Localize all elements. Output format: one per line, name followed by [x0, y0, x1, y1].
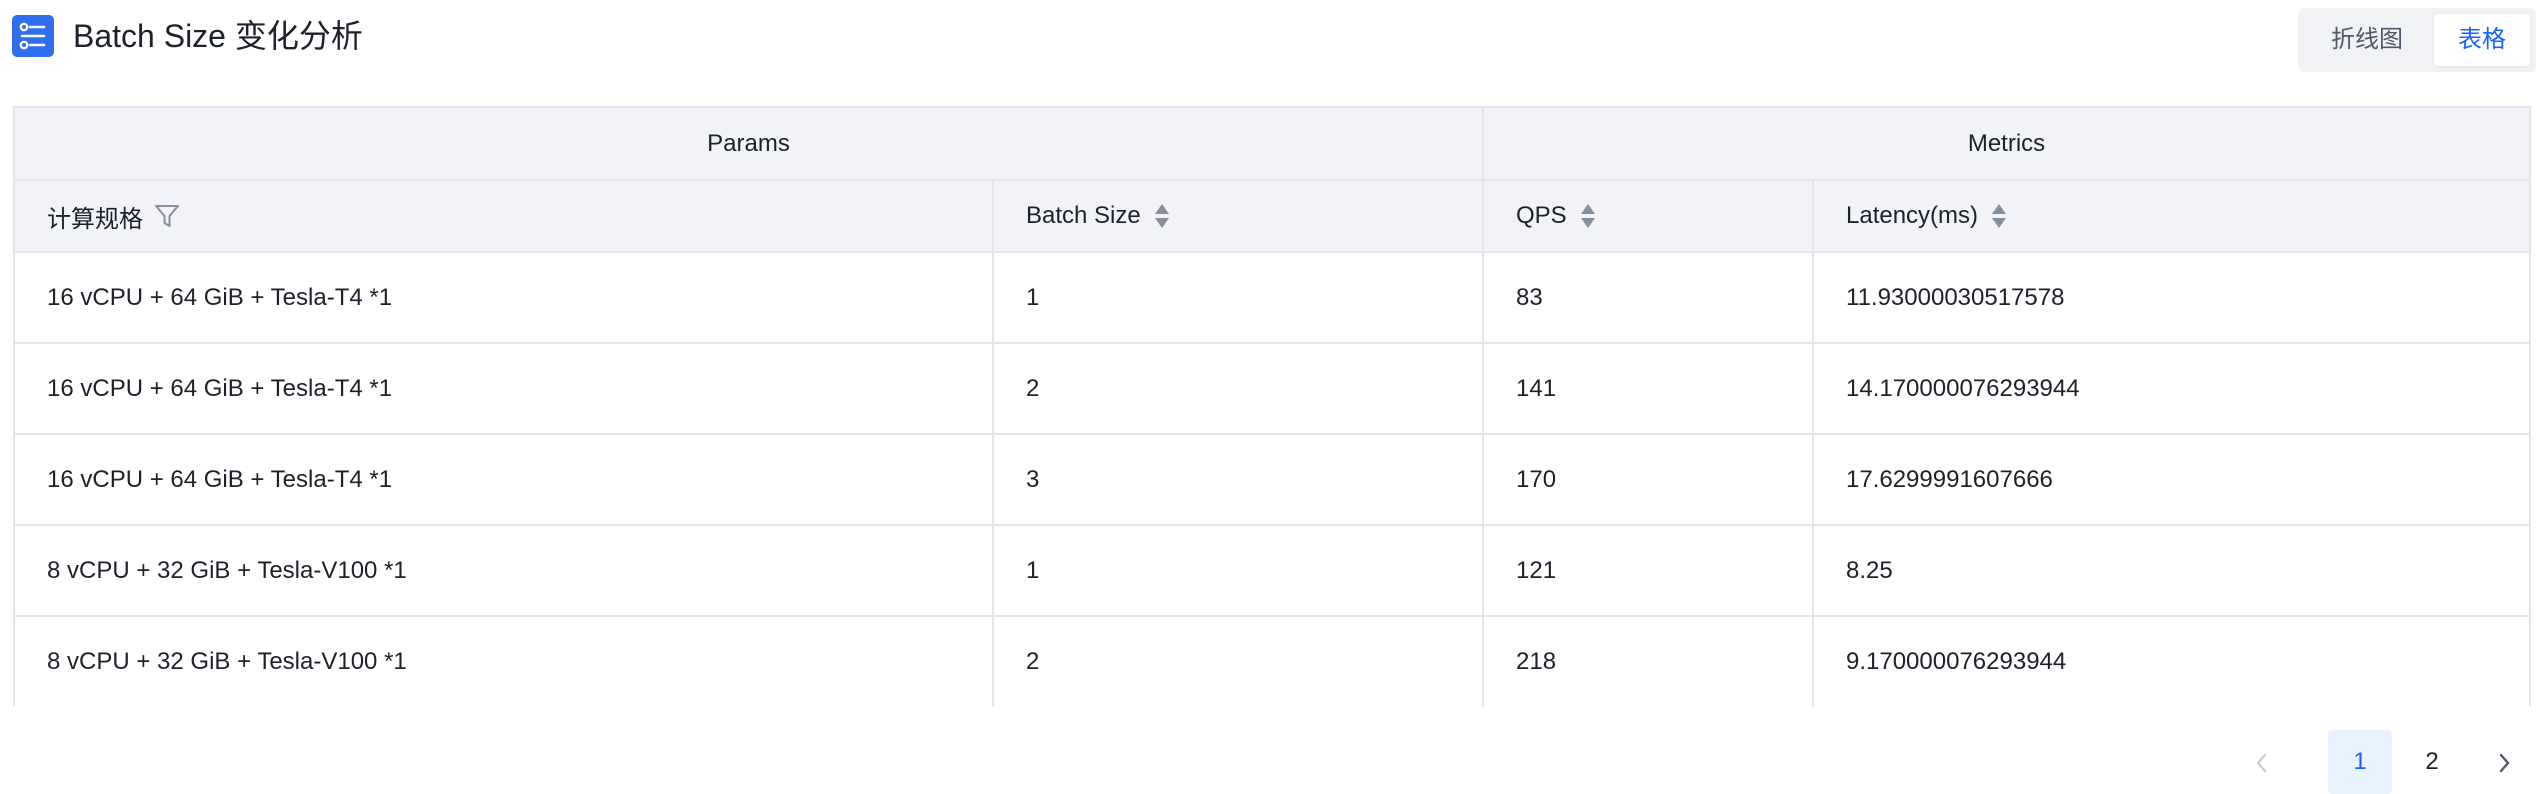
- cell-batch-size: 3: [992, 433, 1484, 526]
- cell-qps: 83: [1482, 251, 1814, 344]
- view-toggle: 折线图 表格: [2298, 8, 2536, 72]
- cell-latency: 8.25: [1812, 524, 2529, 617]
- pagination-next-button[interactable]: [2472, 730, 2536, 794]
- cell-latency: 14.170000076293944: [1812, 342, 2529, 435]
- cell-batch-size: 2: [992, 342, 1484, 435]
- pagination-prev-button[interactable]: [2230, 730, 2294, 794]
- table-row: 16 vCPU + 64 GiB + Tesla-T4 *1 3 170 17.…: [15, 433, 2529, 526]
- filter-icon[interactable]: [153, 202, 181, 230]
- column-header-label: Latency(ms): [1846, 202, 1979, 229]
- pagination: 1 2: [2230, 730, 2530, 794]
- chevron-left-icon: [2252, 748, 2272, 775]
- cell-spec: 8 vCPU + 32 GiB + Tesla-V100 *1: [15, 615, 994, 707]
- cell-spec: 16 vCPU + 64 GiB + Tesla-T4 *1: [15, 251, 994, 344]
- table-row: 16 vCPU + 64 GiB + Tesla-T4 *1 2 141 14.…: [15, 342, 2529, 435]
- cell-spec: 16 vCPU + 64 GiB + Tesla-T4 *1: [15, 433, 994, 526]
- pagination-page-2[interactable]: 2: [2425, 748, 2439, 775]
- data-table: Params Metrics 计算规格 B: [15, 108, 2529, 707]
- column-header-label: QPS: [1516, 202, 1567, 229]
- table-group-header-row: Params Metrics: [15, 108, 2529, 181]
- toggle-line-chart-button[interactable]: 折线图: [2331, 26, 2403, 53]
- toggle-table-button[interactable]: 表格: [2434, 14, 2530, 66]
- cell-latency: 9.170000076293944: [1812, 615, 2529, 707]
- list-settings-icon: [12, 15, 54, 57]
- group-header-params: Params: [15, 108, 1484, 181]
- cell-qps: 121: [1482, 524, 1814, 617]
- page-header: Batch Size 变化分析 折线图 表格: [0, 0, 2544, 80]
- table-row: 16 vCPU + 64 GiB + Tesla-T4 *1 1 83 11.9…: [15, 251, 2529, 344]
- group-header-metrics: Metrics: [1482, 108, 2529, 181]
- cell-qps: 218: [1482, 615, 1814, 707]
- cell-spec: 8 vCPU + 32 GiB + Tesla-V100 *1: [15, 524, 994, 617]
- sort-icon[interactable]: [1579, 202, 1597, 230]
- table-row: 8 vCPU + 32 GiB + Tesla-V100 *1 1 121 8.…: [15, 524, 2529, 617]
- cell-latency: 11.93000030517578: [1812, 251, 2529, 344]
- pagination-page-1[interactable]: 1: [2328, 730, 2392, 794]
- column-header-latency[interactable]: Latency(ms): [1812, 179, 2529, 253]
- data-table-container: Params Metrics 计算规格 B: [13, 106, 2531, 707]
- column-header-label: 计算规格: [47, 205, 143, 233]
- table-row: 8 vCPU + 32 GiB + Tesla-V100 *1 2 218 9.…: [15, 615, 2529, 707]
- sort-icon[interactable]: [1153, 202, 1171, 230]
- cell-qps: 141: [1482, 342, 1814, 435]
- sort-icon[interactable]: [1990, 202, 2008, 230]
- table-column-header-row: 计算规格 Batch Size: [15, 179, 2529, 253]
- page-title: Batch Size 变化分析: [73, 18, 363, 54]
- column-header-label: Batch Size: [1026, 202, 1141, 229]
- column-header-spec: 计算规格: [15, 179, 994, 253]
- cell-batch-size: 1: [992, 524, 1484, 617]
- cell-qps: 170: [1482, 433, 1814, 526]
- cell-latency: 17.6299991607666: [1812, 433, 2529, 526]
- chevron-right-icon: [2494, 748, 2514, 775]
- cell-batch-size: 2: [992, 615, 1484, 707]
- cell-batch-size: 1: [992, 251, 1484, 344]
- column-header-qps[interactable]: QPS: [1482, 179, 1814, 253]
- column-header-batch-size[interactable]: Batch Size: [992, 179, 1484, 253]
- cell-spec: 16 vCPU + 64 GiB + Tesla-T4 *1: [15, 342, 994, 435]
